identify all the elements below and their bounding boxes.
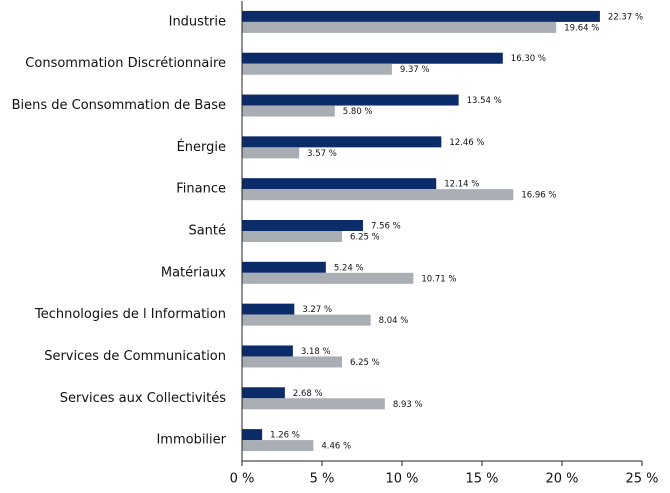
bar (242, 147, 300, 159)
bar (242, 314, 371, 326)
value-label: 6.25 % (350, 358, 380, 368)
value-label: 8.04 % (379, 316, 409, 326)
bar (242, 52, 503, 64)
value-label: 1.26 % (270, 431, 300, 441)
value-label: 5.80 % (343, 107, 373, 117)
bar (242, 261, 326, 273)
bar (242, 440, 314, 452)
value-label: 8.93 % (393, 400, 423, 410)
bar (242, 356, 342, 368)
value-label: 10.71 % (421, 274, 456, 284)
bar (242, 21, 557, 33)
bar (242, 178, 437, 190)
bar (242, 136, 442, 148)
value-label: 22.37 % (608, 12, 643, 22)
value-label: 2.68 % (293, 389, 323, 399)
bar (242, 429, 263, 441)
value-label: 9.37 % (400, 65, 430, 75)
category-label: Finance (176, 182, 226, 197)
category-label: Immobilier (156, 433, 226, 448)
category-label: Matériaux (161, 265, 226, 280)
bar (242, 189, 514, 201)
x-tick-label: 25 % (625, 472, 658, 487)
value-label: 4.46 % (321, 442, 351, 452)
category-label: Services aux Collectivités (60, 391, 226, 406)
x-tick-label: 15 % (465, 472, 498, 487)
bar (242, 303, 295, 315)
value-label: 5.24 % (334, 263, 364, 273)
value-label: 7.56 % (371, 222, 401, 232)
category-label: Consommation Discrétionnaire (25, 56, 226, 71)
x-tick-label: 5 % (310, 472, 335, 487)
bar (242, 63, 392, 75)
value-label: 12.46 % (449, 138, 484, 148)
bar (242, 10, 600, 22)
value-label: 3.27 % (302, 305, 332, 315)
bar (242, 231, 342, 242)
value-label: 3.57 % (307, 149, 337, 159)
x-tick-label: 20 % (545, 472, 578, 487)
value-label: 3.18 % (301, 347, 331, 357)
bar (242, 94, 459, 106)
value-label: 16.30 % (511, 54, 546, 64)
value-label: 6.25 % (350, 233, 380, 243)
bar (242, 345, 293, 357)
value-label: 16.96 % (521, 191, 556, 201)
category-label: Services de Communication (44, 349, 226, 364)
category-label: Énergie (177, 139, 226, 155)
category-label: Biens de Consommation de Base (12, 98, 226, 113)
bar (242, 387, 285, 399)
category-label: Technologies de l Information (34, 307, 226, 322)
x-tick-label: 0 % (230, 472, 255, 487)
value-label: 13.54 % (467, 96, 502, 106)
value-label: 19.64 % (564, 23, 599, 33)
category-label: Industrie (169, 14, 226, 29)
x-tick-label: 10 % (385, 472, 418, 487)
value-label: 12.14 % (444, 180, 479, 190)
bar (242, 220, 363, 231)
category-label: Santé (188, 224, 226, 239)
bar (242, 105, 335, 117)
bar (242, 398, 385, 410)
bar (242, 272, 414, 284)
